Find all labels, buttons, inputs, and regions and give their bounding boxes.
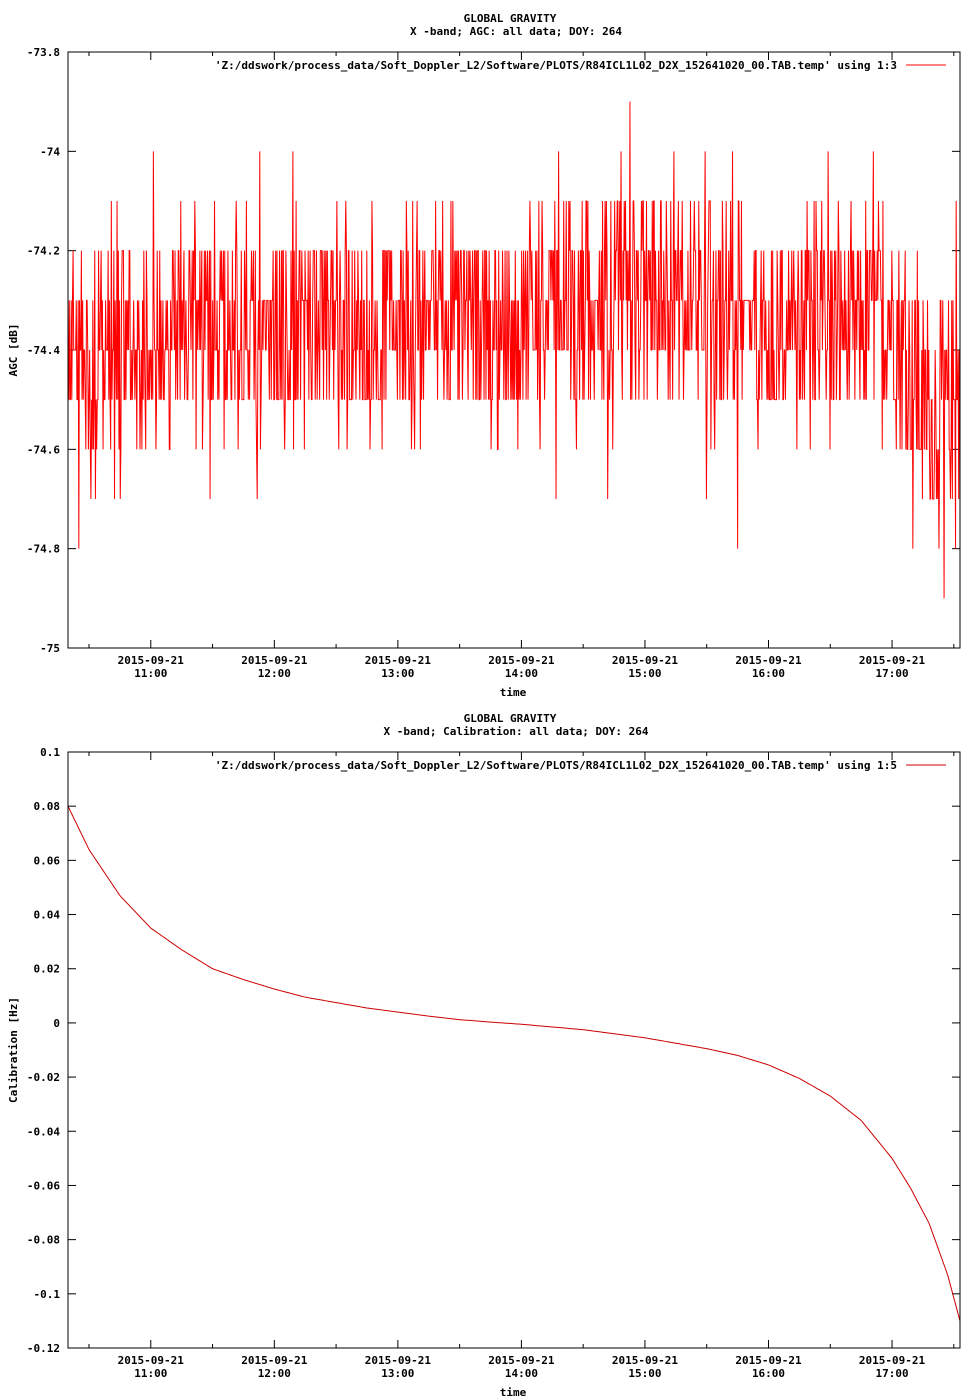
- agc-ytick-label: -75: [40, 642, 60, 655]
- agc-ytick-label: -74.6: [27, 443, 60, 456]
- agc-xtick-date: 2015-09-21: [118, 654, 185, 667]
- agc-chart-xlabel: time: [500, 686, 527, 699]
- agc-ytick-label: -74: [40, 145, 60, 158]
- agc-xtick-time: 14:00: [505, 667, 538, 680]
- agc-xtick-date: 2015-09-21: [859, 654, 926, 667]
- calibration-chart-subtitle: X -band; Calibration: all data; DOY: 264: [384, 725, 649, 738]
- calibration-xtick-time: 12:00: [258, 1367, 291, 1380]
- calibration-ytick-label: -0.06: [27, 1179, 60, 1192]
- calibration-ytick-label: -0.1: [34, 1288, 61, 1301]
- calibration-ytick-label: 0.02: [34, 963, 61, 976]
- calibration-ytick-label: -0.04: [27, 1125, 60, 1138]
- agc-ytick-label: -74.2: [27, 245, 60, 258]
- agc-xtick-date: 2015-09-21: [241, 654, 308, 667]
- calibration-xtick-date: 2015-09-21: [735, 1354, 802, 1367]
- calibration-xtick-time: 15:00: [628, 1367, 661, 1380]
- calibration-xtick-date: 2015-09-21: [488, 1354, 555, 1367]
- calibration-chart-xlabel: time: [500, 1386, 527, 1399]
- agc-xtick-time: 13:00: [381, 667, 414, 680]
- calibration-legend: 'Z:/ddswork/process_data/Soft_Doppler_L2…: [215, 759, 946, 772]
- agc-legend: 'Z:/ddswork/process_data/Soft_Doppler_L2…: [215, 59, 946, 72]
- calibration-xtick-time: 16:00: [752, 1367, 785, 1380]
- agc-xtick-time: 16:00: [752, 667, 785, 680]
- calibration-xtick-time: 13:00: [381, 1367, 414, 1380]
- agc-ytick-label: -74.8: [27, 543, 60, 556]
- agc-xtick-time: 15:00: [628, 667, 661, 680]
- agc-xtick-date: 2015-09-21: [612, 654, 679, 667]
- calibration-legend-label: 'Z:/ddswork/process_data/Soft_Doppler_L2…: [215, 759, 897, 772]
- calibration-chart-ylabel: Calibration [Hz]: [7, 997, 20, 1103]
- agc-legend-label: 'Z:/ddswork/process_data/Soft_Doppler_L2…: [215, 59, 897, 72]
- calibration-xtick-date: 2015-09-21: [118, 1354, 185, 1367]
- calibration-chart: GLOBAL GRAVITY X -band; Calibration: all…: [7, 712, 961, 1399]
- calibration-xtick-time: 11:00: [134, 1367, 167, 1380]
- agc-chart-ylabel: AGC [dB]: [7, 324, 20, 377]
- calibration-ytick-label: 0.04: [34, 909, 61, 922]
- calibration-chart-title: GLOBAL GRAVITY: [464, 712, 557, 725]
- calibration-series-path: [67, 805, 961, 1322]
- agc-xtick-time: 17:00: [875, 667, 908, 680]
- calibration-grid-and-ticks: 0.1 0.08 0.06 0.04 0.02 0 -0.02 -0.04 -0.06 -0.08…: [27, 746, 960, 1380]
- agc-chart: GLOBAL GRAVITY X -band; AGC: all data; D…: [7, 12, 961, 699]
- calibration-ytick-label: 0.06: [34, 854, 61, 867]
- calibration-ytick-label: -0.08: [27, 1234, 60, 1247]
- agc-ytick-label: -74.4: [27, 344, 60, 357]
- calibration-ytick-label: 0.1: [40, 746, 60, 759]
- calibration-xtick-date: 2015-09-21: [365, 1354, 432, 1367]
- calibration-xtick-date: 2015-09-21: [241, 1354, 308, 1367]
- calibration-xtick-date: 2015-09-21: [859, 1354, 926, 1367]
- agc-xtick-date: 2015-09-21: [488, 654, 555, 667]
- calibration-ytick-label: -0.12: [27, 1342, 60, 1355]
- agc-xtick-time: 11:00: [134, 667, 167, 680]
- agc-xtick-time: 12:00: [258, 667, 291, 680]
- calibration-ytick-label: -0.02: [27, 1071, 60, 1084]
- calibration-xtick-time: 14:00: [505, 1367, 538, 1380]
- calibration-ytick-label: 0.08: [34, 800, 61, 813]
- agc-chart-title: GLOBAL GRAVITY: [464, 12, 557, 25]
- agc-series-line: [67, 101, 961, 599]
- agc-chart-subtitle: X -band; AGC: all data; DOY: 264: [410, 25, 622, 38]
- calibration-series-line: [67, 805, 961, 1322]
- calibration-xtick-time: 17:00: [875, 1367, 908, 1380]
- agc-grid-and-ticks: -73.8 -74 -74.2 -74.4 -74.6 -74.8 -75 2015-09-2…: [27, 46, 960, 680]
- agc-xtick-date: 2015-09-21: [735, 654, 802, 667]
- calibration-xtick-date: 2015-09-21: [612, 1354, 679, 1367]
- agc-series-path: [67, 101, 961, 599]
- calibration-ytick-label: 0: [53, 1017, 60, 1030]
- calibration-plot-frame: [67, 751, 961, 1349]
- agc-plot-frame: [67, 51, 961, 649]
- agc-xtick-date: 2015-09-21: [365, 654, 432, 667]
- agc-ytick-label: -73.8: [27, 46, 60, 59]
